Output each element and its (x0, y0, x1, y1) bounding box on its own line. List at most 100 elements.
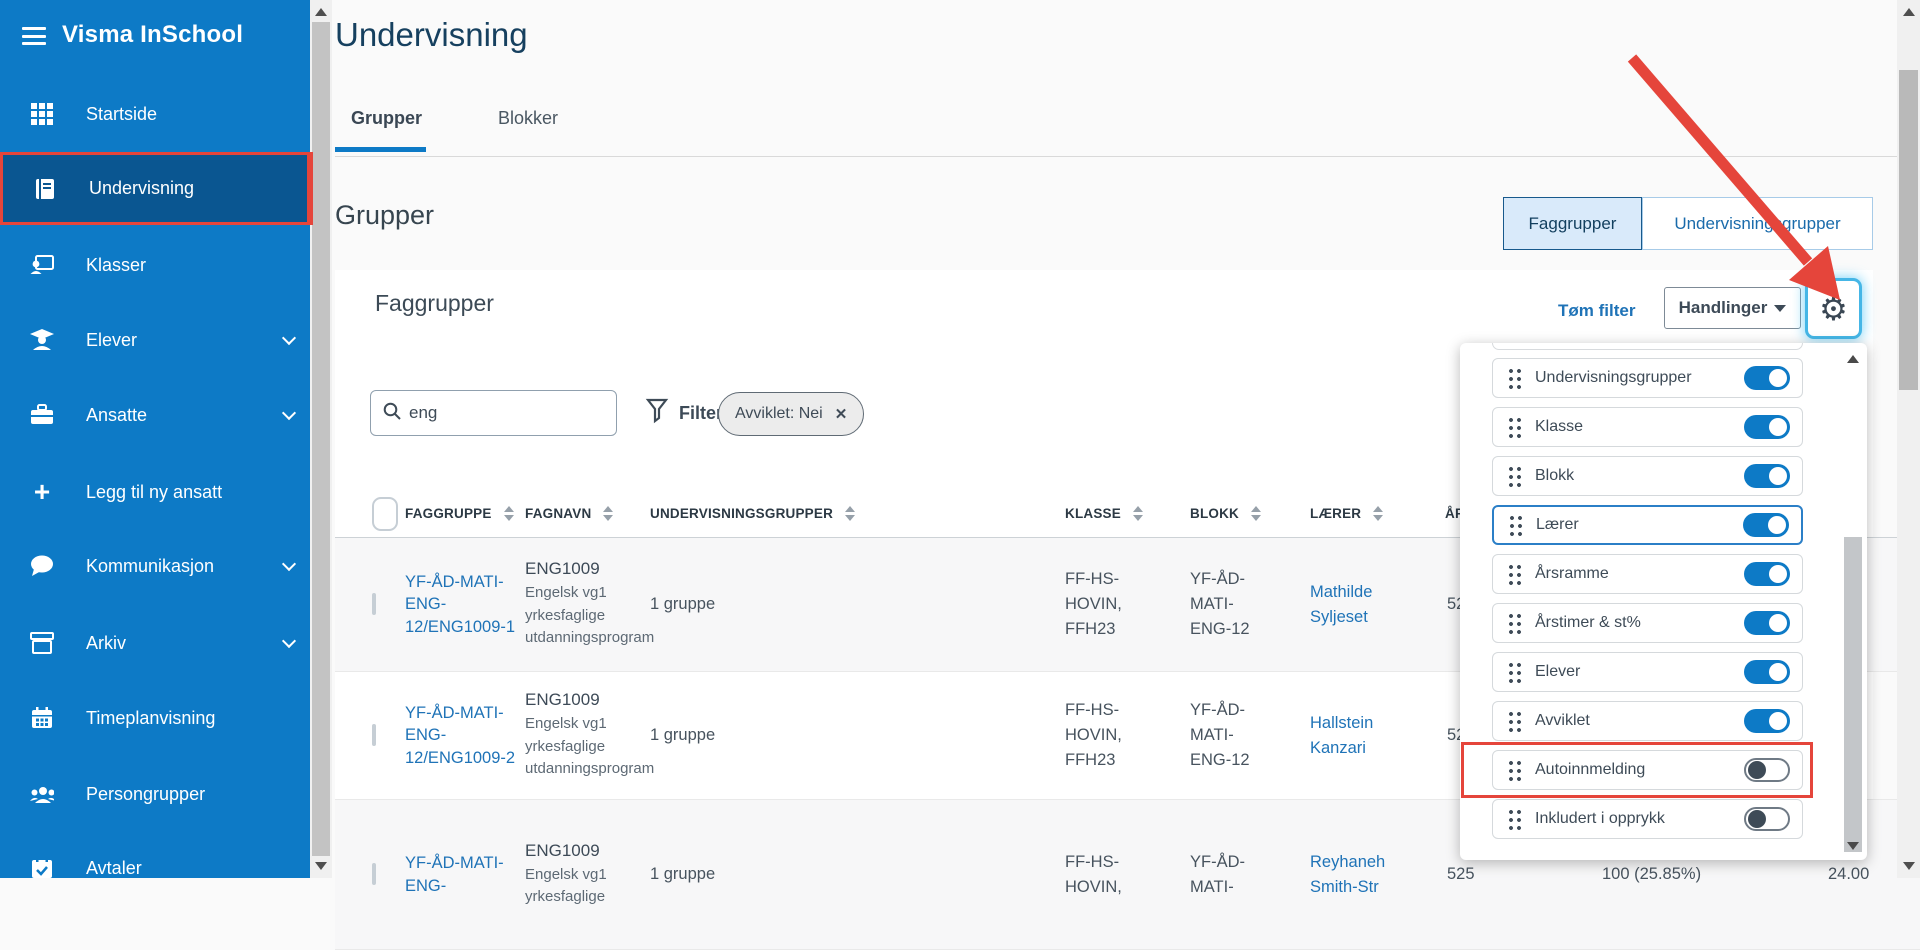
column-header-faggruppe[interactable]: FAGGRUPPE (405, 506, 525, 521)
sidebar-item-kommunikasjon[interactable]: Kommunikasjon (0, 543, 310, 589)
panel-item-undervisningsgrupper[interactable]: Undervisningsgrupper (1492, 358, 1803, 398)
row-checkbox[interactable] (372, 863, 376, 885)
column-header-klasse[interactable]: KLASSE (1065, 506, 1190, 521)
blokk-cell: YF-ÅD-MATI- (1190, 852, 1245, 896)
drag-handle-icon[interactable] (1507, 661, 1521, 683)
sort-icon[interactable] (1373, 506, 1384, 521)
tab-blokker[interactable]: Blokker (498, 108, 559, 128)
hamburger-menu-icon[interactable] (22, 27, 46, 45)
drag-handle-icon[interactable] (1507, 759, 1521, 781)
drag-handle-icon[interactable] (1507, 367, 1521, 389)
select-all-checkbox[interactable] (372, 496, 398, 531)
panel-item-autoinnmelding[interactable]: Autoinnmelding (1492, 750, 1803, 790)
column-settings-button[interactable]: ⚙ (1808, 281, 1859, 336)
scroll-down-arrow-icon[interactable] (1847, 842, 1859, 850)
column-header-laerer[interactable]: LÆRER (1310, 506, 1445, 521)
archive-box-icon (30, 631, 54, 655)
toggle-autoinnmelding[interactable] (1744, 758, 1790, 782)
row-checkbox[interactable] (372, 724, 376, 746)
sidebar-item-avtaler[interactable]: Avtaler (0, 845, 310, 891)
arsramme-cell: 525 (1447, 865, 1475, 883)
panel-item-avviklet[interactable]: Avviklet (1492, 701, 1803, 741)
toggle-elever[interactable] (1744, 660, 1790, 684)
toggle-inkludert-i-opprykk[interactable] (1744, 807, 1790, 831)
toggle-arstimer[interactable] (1744, 611, 1790, 635)
panel-item-laerer[interactable]: Lærer (1492, 505, 1803, 545)
faggruppe-link[interactable]: YF-ÅD-MATI-ENG- (405, 854, 504, 895)
close-icon[interactable]: ✕ (834, 406, 848, 423)
row-checkbox[interactable] (372, 593, 376, 615)
scroll-down-arrow-icon[interactable] (315, 862, 327, 870)
actions-button[interactable]: Handlinger (1664, 287, 1801, 329)
sort-icon[interactable] (1132, 506, 1143, 521)
panel-scrollbar[interactable] (1843, 347, 1863, 856)
sidebar-item-startside[interactable]: Startside (0, 91, 310, 137)
sort-icon[interactable] (845, 506, 856, 521)
panel-item-klasse[interactable]: Klasse (1492, 407, 1803, 447)
laerer-link[interactable]: Hallstein Kanzari (1310, 713, 1374, 757)
clear-filter-link[interactable]: Tøm filter (1558, 301, 1636, 320)
student-icon (30, 328, 54, 352)
faggruppe-link[interactable]: YF-ÅD-MATI-ENG-12/ENG1009-2 (405, 704, 516, 767)
toggle-undervisningsgrupper[interactable] (1744, 366, 1790, 390)
drag-handle-icon[interactable] (1507, 808, 1521, 830)
panel-scrollbar-thumb[interactable] (1844, 537, 1862, 852)
search-input[interactable] (409, 403, 599, 423)
toggle-avviklet[interactable] (1744, 709, 1790, 733)
laerer-link[interactable]: Reyhaneh Smith-Str (1310, 852, 1386, 896)
sidebar-item-elever[interactable]: Elever (0, 317, 310, 363)
sort-icon[interactable] (1251, 506, 1261, 521)
calendar-icon (30, 706, 54, 730)
sidebar-item-ansatte[interactable]: Ansatte (0, 392, 310, 438)
toggle-arsramme[interactable] (1744, 562, 1790, 586)
panel-item-arsramme[interactable]: Årsramme (1492, 554, 1803, 594)
sort-icon[interactable] (603, 506, 614, 521)
sort-icon[interactable] (503, 506, 514, 521)
view-toggle-undervisningsgrupper[interactable]: Undervisningsgrupper (1642, 197, 1873, 250)
drag-handle-icon[interactable] (1507, 465, 1521, 487)
filter-label: Filter (679, 403, 724, 423)
view-toggle-faggrupper[interactable]: Faggrupper (1503, 197, 1642, 250)
fag-description: Engelsk vg1 yrkesfaglige (525, 865, 607, 906)
toggle-klasse[interactable] (1744, 415, 1790, 439)
column-header-undervisningsgrupper[interactable]: UNDERVISNINGSGRUPPER (650, 506, 1065, 521)
drag-handle-icon[interactable] (1507, 612, 1521, 634)
tab-grupper[interactable]: Grupper (351, 108, 423, 128)
sidebar-item-persongrupper[interactable]: Persongrupper (0, 771, 310, 817)
column-header-blokk[interactable]: BLOKK (1190, 506, 1310, 521)
page-scrollbar[interactable] (1897, 0, 1920, 878)
sidebar-item-klasser[interactable]: Klasser (0, 242, 310, 288)
faggruppe-link[interactable]: YF-ÅD-MATI-ENG-12/ENG1009-1 (405, 573, 516, 636)
toggle-laerer[interactable] (1743, 513, 1789, 537)
panel-item-inkludert-i-opprykk[interactable]: Inkludert i opprykk (1492, 799, 1803, 839)
column-header-fagnavn[interactable]: FAGNAVN (525, 506, 650, 521)
panel-item-blokk[interactable]: Blokk (1492, 456, 1803, 496)
drag-handle-icon[interactable] (1507, 710, 1521, 732)
filter-chip-avviklet[interactable]: Avviklet: Nei ✕ (718, 392, 865, 436)
sidebar-item-timeplanvisning[interactable]: Timeplanvisning (0, 695, 310, 741)
briefcase-icon (30, 403, 54, 427)
scroll-up-arrow-icon[interactable] (1902, 8, 1915, 16)
sidebar-item-undervisning[interactable]: Undervisning (0, 152, 310, 225)
sidebar-item-legg-til-ny-ansatt[interactable]: + Legg til ny ansatt (0, 469, 310, 515)
drag-handle-icon[interactable] (1507, 416, 1521, 438)
toggle-blokk[interactable] (1744, 464, 1790, 488)
filter-icon[interactable] (645, 398, 669, 429)
panel-item-elever[interactable]: Elever (1492, 652, 1803, 692)
scroll-up-arrow-icon[interactable] (1847, 355, 1859, 363)
drag-handle-icon[interactable] (1507, 563, 1521, 585)
scroll-down-arrow-icon[interactable] (1902, 862, 1915, 870)
fag-code: ENG1009 (525, 840, 600, 860)
laerer-link[interactable]: Mathilde Syljeset (1310, 582, 1373, 626)
page-scrollbar-thumb[interactable] (1899, 70, 1918, 390)
sidebar-scrollbar[interactable] (310, 0, 332, 878)
page-title: Undervisning (335, 16, 528, 53)
panel-item-arstimer[interactable]: Årstimer & st% (1492, 603, 1803, 643)
sidebar-item-arkiv[interactable]: Arkiv (0, 620, 310, 666)
scroll-up-arrow-icon[interactable] (315, 8, 327, 16)
drag-handle-icon[interactable] (1508, 514, 1522, 536)
sidebar-scrollbar-thumb[interactable] (312, 22, 330, 856)
filter-chip-label: Avviklet: Nei (735, 405, 823, 422)
fag-description: Engelsk vg1 yrkesfaglige utdanningsprogr… (525, 584, 655, 647)
sidebar-item-label: Legg til ny ansatt (86, 481, 223, 502)
